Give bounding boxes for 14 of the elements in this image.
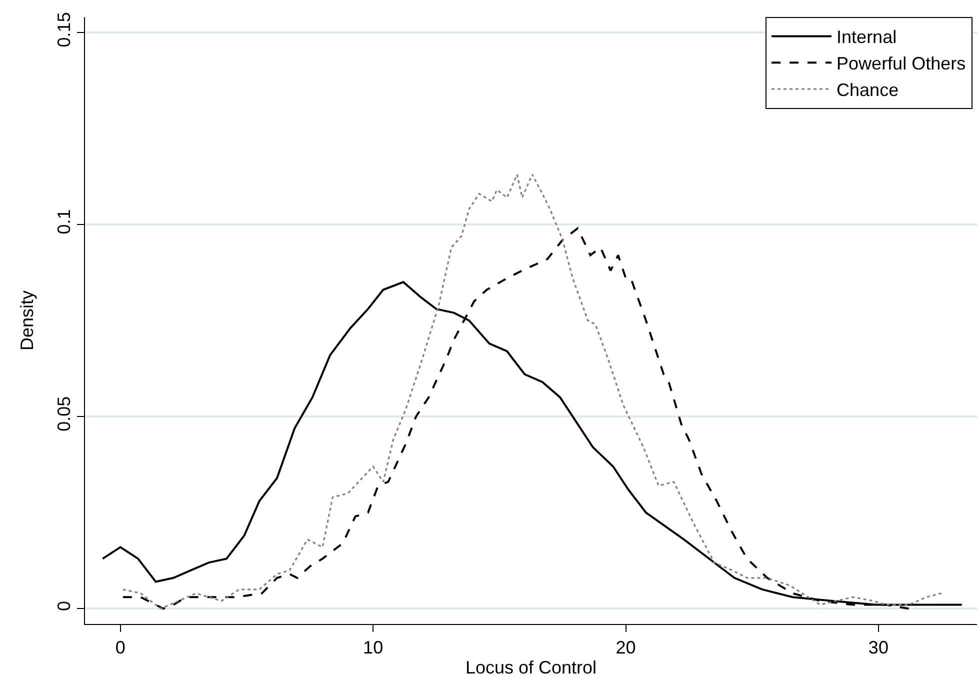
- y-tick-label: 0: [54, 600, 74, 611]
- legend-label: Chance: [836, 80, 899, 100]
- legend-label: Powerful Others: [836, 54, 966, 74]
- line-series: [122, 174, 942, 610]
- y-tick-label: 0.05: [54, 396, 74, 432]
- y-tick-label: 0.15: [54, 12, 74, 48]
- y-axis-title: Density: [17, 290, 37, 351]
- x-tick-label: 10: [363, 638, 384, 658]
- x-axis-title: Locus of Control: [465, 658, 597, 678]
- x-tick-label: 30: [868, 638, 888, 658]
- x-tick-label: 20: [616, 638, 636, 658]
- y-tick-label: 0.1: [54, 209, 74, 234]
- x-tick-label: 0: [115, 638, 126, 658]
- legend-label: Internal: [836, 27, 897, 48]
